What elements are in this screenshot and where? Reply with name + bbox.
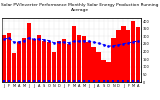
Bar	[92, 47, 96, 82]
Bar	[111, 38, 116, 82]
Point	[8, 80, 10, 82]
Point	[82, 80, 85, 82]
Point	[13, 80, 15, 82]
Point	[137, 80, 140, 82]
Point	[23, 80, 25, 82]
Bar	[131, 21, 136, 82]
Point	[97, 80, 100, 82]
Point	[52, 80, 55, 82]
Point	[33, 80, 35, 82]
Bar	[136, 27, 140, 82]
Bar	[106, 62, 111, 82]
Bar	[47, 42, 51, 82]
Point	[127, 80, 130, 82]
Bar	[81, 36, 86, 82]
Bar	[121, 26, 125, 82]
Point	[38, 80, 40, 82]
Bar	[52, 52, 56, 82]
Point	[122, 80, 125, 82]
Bar	[27, 23, 31, 82]
Point	[72, 80, 75, 82]
Point	[117, 80, 120, 82]
Bar	[101, 60, 106, 82]
Bar	[76, 35, 81, 82]
Point	[77, 80, 80, 82]
Bar	[62, 39, 66, 82]
Point	[87, 80, 90, 82]
Bar	[37, 35, 41, 82]
Bar	[72, 26, 76, 82]
Bar	[12, 53, 16, 82]
Point	[18, 80, 20, 82]
Bar	[7, 33, 11, 82]
Bar	[42, 41, 46, 82]
Point	[57, 80, 60, 82]
Bar	[57, 41, 61, 82]
Bar	[2, 35, 6, 82]
Point	[92, 80, 95, 82]
Bar	[32, 39, 36, 82]
Text: Solar PV/Inverter Performance Monthly Solar Energy Production Running Average: Solar PV/Inverter Performance Monthly So…	[1, 3, 159, 12]
Point	[43, 80, 45, 82]
Bar	[116, 30, 120, 82]
Point	[112, 80, 115, 82]
Bar	[67, 44, 71, 82]
Point	[132, 80, 135, 82]
Bar	[126, 30, 131, 82]
Point	[102, 80, 105, 82]
Point	[62, 80, 65, 82]
Bar	[17, 42, 21, 82]
Point	[28, 80, 30, 82]
Point	[67, 80, 70, 82]
Point	[107, 80, 110, 82]
Point	[48, 80, 50, 82]
Point	[3, 80, 5, 82]
Bar	[87, 42, 91, 82]
Bar	[22, 38, 26, 82]
Bar	[96, 52, 101, 82]
